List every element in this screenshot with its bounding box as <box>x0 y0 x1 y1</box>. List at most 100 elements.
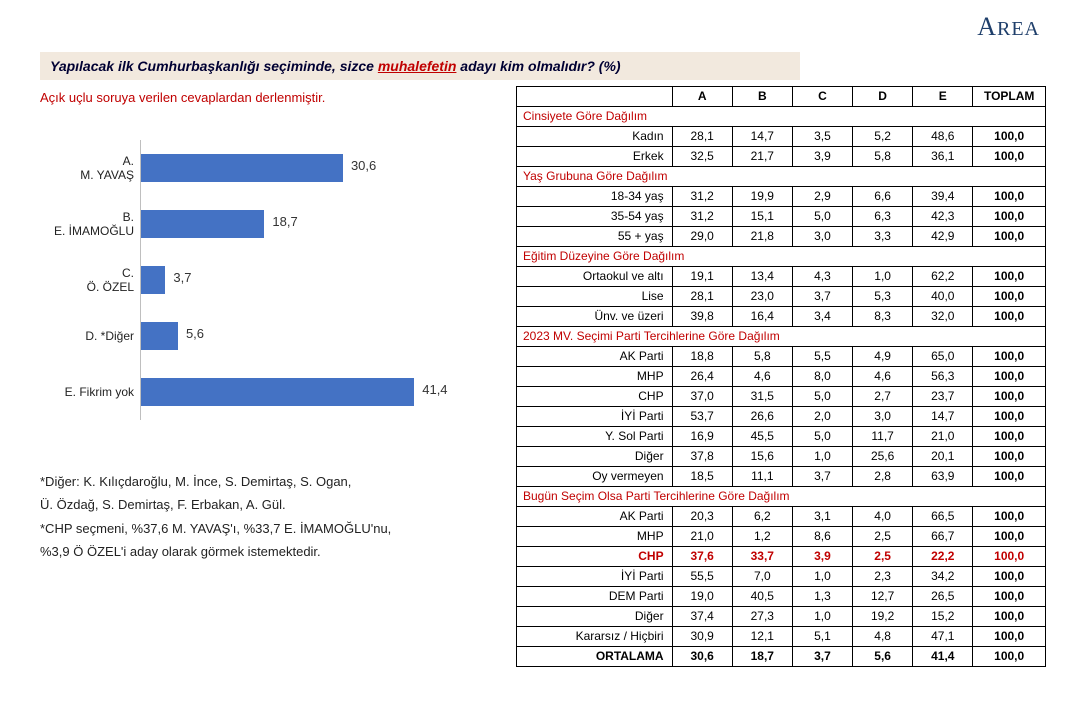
table-cell: 3,0 <box>853 407 913 427</box>
table-cell: 30,6 <box>672 647 732 667</box>
table-cell: 2,0 <box>792 407 852 427</box>
table-cell: 37,0 <box>672 387 732 407</box>
chart-row: D. *Diğer5,6 <box>40 308 480 364</box>
table-cell: 4,9 <box>853 347 913 367</box>
table-cell: 41,4 <box>913 647 973 667</box>
chart-category-label: A. M. YAVAŞ <box>40 154 140 183</box>
table-cell: 65,0 <box>913 347 973 367</box>
table-cell: 100,0 <box>973 187 1046 207</box>
table-row-label: Ortaokul ve altı <box>517 267 673 287</box>
table-cell: 16,4 <box>732 307 792 327</box>
table-cell: 19,9 <box>732 187 792 207</box>
table-cell: 23,7 <box>913 387 973 407</box>
table-row: Y. Sol Parti16,945,55,011,721,0100,0 <box>517 427 1046 447</box>
table-cell: 6,6 <box>853 187 913 207</box>
table-row-label: AK Parti <box>517 347 673 367</box>
table-section-header: Eğitim Düzeyine Göre Dağılım <box>517 247 1046 267</box>
table-row: Diğer37,427,31,019,215,2100,0 <box>517 607 1046 627</box>
table-cell: 100,0 <box>973 527 1046 547</box>
table-row-label: Kadın <box>517 127 673 147</box>
table-cell: 100,0 <box>973 627 1046 647</box>
table-cell: 8,0 <box>792 367 852 387</box>
table-row-label: MHP <box>517 367 673 387</box>
table-cell: 39,8 <box>672 307 732 327</box>
footnote-line: Ü. Özdağ, S. Demirtaş, F. Erbakan, A. Gü… <box>40 493 500 516</box>
table-cell: 29,0 <box>672 227 732 247</box>
table-cell: 1,3 <box>792 587 852 607</box>
table-cell: 1,2 <box>732 527 792 547</box>
table-cell: 3,0 <box>792 227 852 247</box>
chart-row: C. Ö. ÖZEL3,7 <box>40 252 480 308</box>
table-cell: 2,5 <box>853 527 913 547</box>
table-cell: 4,6 <box>732 367 792 387</box>
table-cell: 5,0 <box>792 207 852 227</box>
table-row-label: Ünv. ve üzeri <box>517 307 673 327</box>
table-cell: 100,0 <box>973 347 1046 367</box>
table-cell: 40,5 <box>732 587 792 607</box>
table-header-row: ABCDETOPLAM <box>517 87 1046 107</box>
table-row: Oy vermeyen18,511,13,72,863,9100,0 <box>517 467 1046 487</box>
table-row-label: İYİ Parti <box>517 407 673 427</box>
table-cell: 4,8 <box>853 627 913 647</box>
table-cell: 3,9 <box>792 147 852 167</box>
table-cell: 4,3 <box>792 267 852 287</box>
footnote-line: %3,9 Ö ÖZEL'i aday olarak görmek istemek… <box>40 540 500 563</box>
chart-bar <box>141 266 165 294</box>
chart-category-label: E. Fikrim yok <box>40 385 140 399</box>
table-cell: 100,0 <box>973 447 1046 467</box>
table-cell: 27,3 <box>732 607 792 627</box>
chart-bar <box>141 322 178 350</box>
table-cell: 11,7 <box>853 427 913 447</box>
table-cell: 26,5 <box>913 587 973 607</box>
table-cell: 48,6 <box>913 127 973 147</box>
table-cell: 100,0 <box>973 227 1046 247</box>
table-row-label: 55 + yaş <box>517 227 673 247</box>
table-row: İYİ Parti55,57,01,02,334,2100,0 <box>517 567 1046 587</box>
table-cell: 55,5 <box>672 567 732 587</box>
table-row: ORTALAMA30,618,73,75,641,4100,0 <box>517 647 1046 667</box>
table-cell: 28,1 <box>672 127 732 147</box>
chart-value-label: 18,7 <box>272 214 297 229</box>
table-cell: 32,0 <box>913 307 973 327</box>
chart-row: B. E. İMAMOĞLU18,7 <box>40 196 480 252</box>
table-row: Kararsız / Hiçbiri30,912,15,14,847,1100,… <box>517 627 1046 647</box>
table-row-label: Diğer <box>517 607 673 627</box>
table-cell: 62,2 <box>913 267 973 287</box>
chart-value-label: 5,6 <box>186 326 204 341</box>
table-section-header: Bugün Seçim Olsa Parti Tercihlerine Göre… <box>517 487 1046 507</box>
table-cell: 5,0 <box>792 427 852 447</box>
table-cell: 3,9 <box>792 547 852 567</box>
table-cell: 45,5 <box>732 427 792 447</box>
table-row-label: Diğer <box>517 447 673 467</box>
table-row: CHP37,633,73,92,522,2100,0 <box>517 547 1046 567</box>
table-row-label: DEM Parti <box>517 587 673 607</box>
chart-bar <box>141 378 414 406</box>
table-header-cell: C <box>792 87 852 107</box>
table-row-label: Erkek <box>517 147 673 167</box>
table-cell: 3,7 <box>792 467 852 487</box>
table-section-header: Cinsiyete Göre Dağılım <box>517 107 1046 127</box>
table-cell: 100,0 <box>973 267 1046 287</box>
table-cell: 21,7 <box>732 147 792 167</box>
table-cell: 20,3 <box>672 507 732 527</box>
table-section-header: 2023 MV. Seçimi Parti Tercihlerine Göre … <box>517 327 1046 347</box>
table-cell: 8,3 <box>853 307 913 327</box>
table-cell: 37,6 <box>672 547 732 567</box>
footnote-line: *Diğer: K. Kılıçdaroğlu, M. İnce, S. Dem… <box>40 470 500 493</box>
table-cell: 100,0 <box>973 547 1046 567</box>
table-row-label: CHP <box>517 387 673 407</box>
table-cell: 100,0 <box>973 427 1046 447</box>
table-cell: 1,0 <box>792 607 852 627</box>
table-row-label: Kararsız / Hiçbiri <box>517 627 673 647</box>
table-cell: 4,6 <box>853 367 913 387</box>
table-cell: 20,1 <box>913 447 973 467</box>
table-cell: 2,9 <box>792 187 852 207</box>
table-cell: 19,1 <box>672 267 732 287</box>
table-cell: 15,2 <box>913 607 973 627</box>
chart-row: A. M. YAVAŞ30,6 <box>40 140 480 196</box>
table-cell: 22,2 <box>913 547 973 567</box>
footnote-line: *CHP seçmeni, %37,6 M. YAVAŞ'ı, %33,7 E.… <box>40 517 500 540</box>
table-cell: 6,2 <box>732 507 792 527</box>
table-cell: 7,0 <box>732 567 792 587</box>
table-cell: 8,6 <box>792 527 852 547</box>
